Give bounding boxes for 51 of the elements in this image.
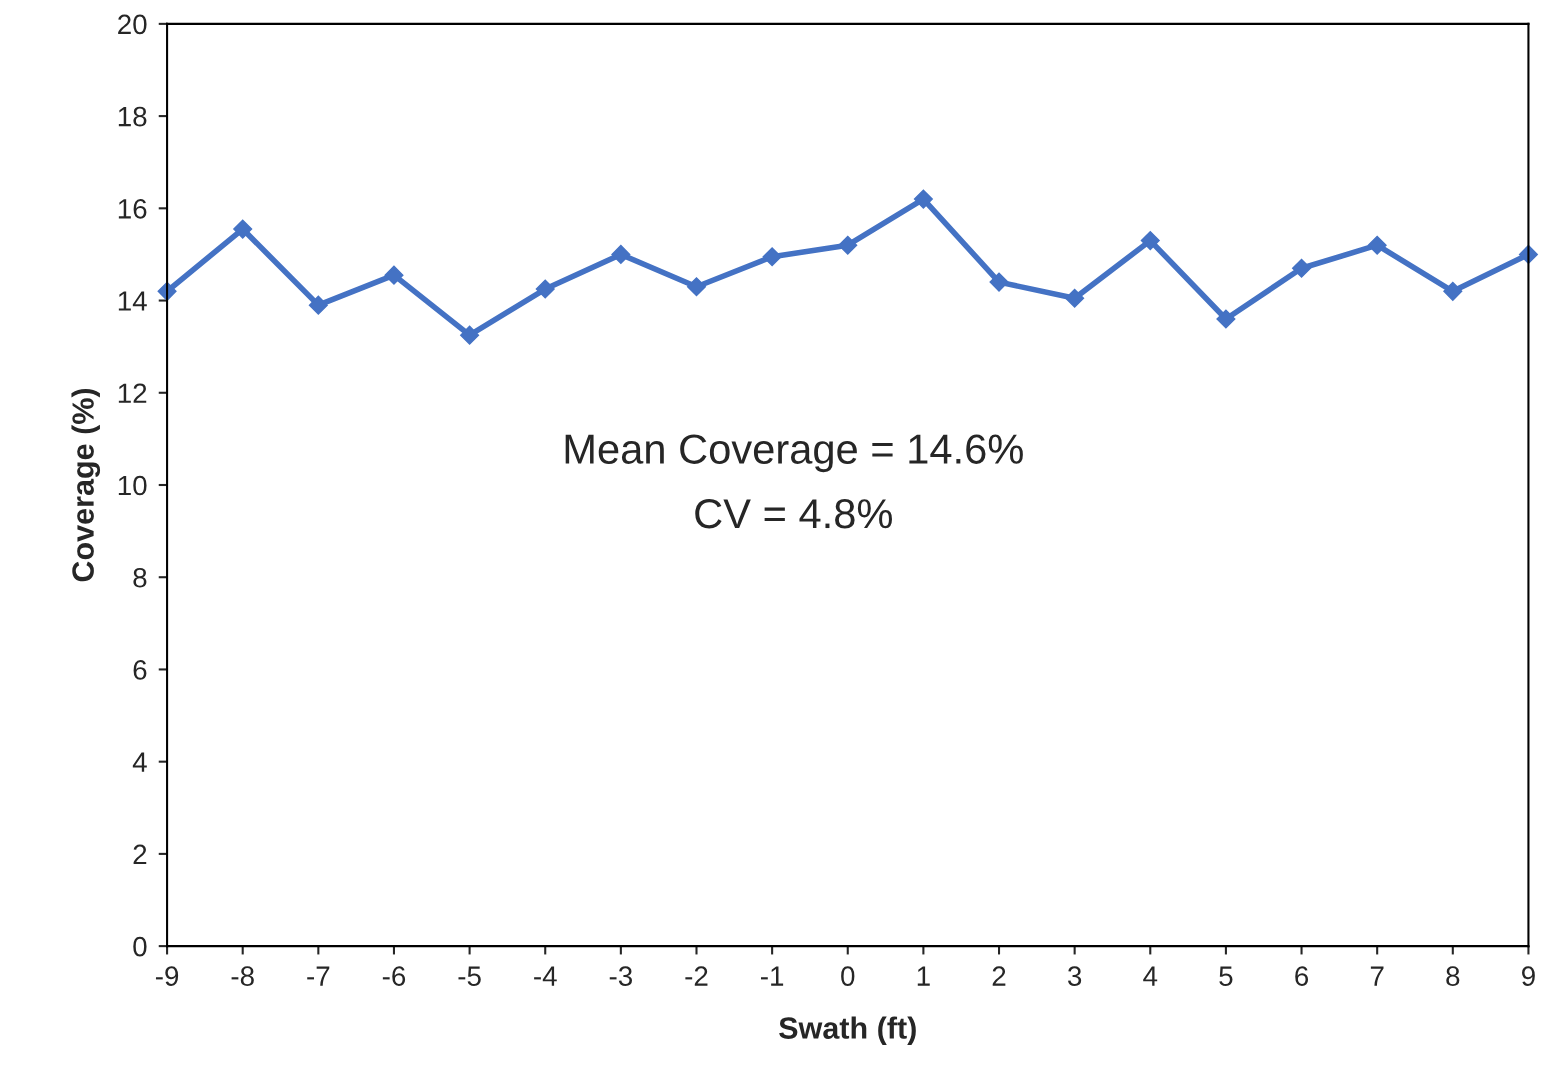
point bbox=[384, 265, 404, 285]
point bbox=[1443, 281, 1463, 301]
point bbox=[611, 244, 631, 264]
point bbox=[838, 235, 858, 255]
x-tick-label: -2 bbox=[685, 966, 708, 986]
x-tick-label: 5 bbox=[1219, 966, 1233, 986]
y-tick-label: 4 bbox=[132, 752, 147, 772]
point bbox=[1140, 231, 1160, 251]
point bbox=[1065, 288, 1085, 308]
point bbox=[460, 325, 480, 345]
x-tick-label: 1 bbox=[917, 966, 930, 986]
x-tick-label: -6 bbox=[382, 966, 406, 986]
x-tick-label: 8 bbox=[1446, 966, 1460, 986]
x-tick-label: -7 bbox=[307, 966, 330, 986]
y-tick-label: 2 bbox=[133, 844, 147, 864]
point bbox=[1216, 309, 1236, 329]
x-tick-label: -1 bbox=[761, 966, 784, 986]
x-tick-label: -8 bbox=[231, 966, 254, 986]
x-axis-title: Swath (ft) bbox=[779, 1016, 916, 1045]
y-tick-label: 6 bbox=[133, 660, 147, 680]
x-tick-label: 0 bbox=[841, 966, 855, 986]
point bbox=[762, 247, 782, 267]
y-tick-label: 8 bbox=[133, 567, 147, 588]
y-tick-label: 20 bbox=[118, 14, 147, 35]
x-tick-label: -4 bbox=[534, 966, 557, 986]
point bbox=[233, 219, 253, 239]
x-tick-label: 2 bbox=[992, 966, 1006, 986]
annotation: CV = 4.8% bbox=[695, 498, 892, 529]
point bbox=[686, 277, 707, 297]
y-axis-title: Coverage (%) bbox=[71, 388, 101, 582]
x-tick-label: 4 bbox=[1143, 966, 1158, 986]
y-tick-label: 0 bbox=[133, 936, 147, 957]
point bbox=[1292, 258, 1312, 278]
point bbox=[989, 272, 1009, 292]
point bbox=[535, 279, 555, 299]
x-tick-label: 9 bbox=[1522, 966, 1535, 986]
x-tick-label: 7 bbox=[1370, 966, 1384, 986]
point bbox=[1367, 235, 1387, 255]
y-tick-label: 10 bbox=[118, 475, 147, 496]
x-tick-label: 3 bbox=[1067, 966, 1082, 986]
y-tick-label: 14 bbox=[118, 291, 147, 311]
x-tick-label: -9 bbox=[155, 966, 179, 986]
x-tick-label: -3 bbox=[609, 966, 632, 986]
x-tick-label: 6 bbox=[1295, 966, 1309, 986]
y-tick-label: 18 bbox=[118, 106, 147, 127]
x-tick-label: -5 bbox=[458, 966, 481, 986]
annotation: Mean Coverage = 14.6% bbox=[565, 434, 1023, 473]
point bbox=[913, 189, 933, 209]
y-tick-label: 12 bbox=[118, 383, 147, 403]
y-tick-label: 16 bbox=[118, 198, 147, 219]
point bbox=[308, 295, 328, 315]
